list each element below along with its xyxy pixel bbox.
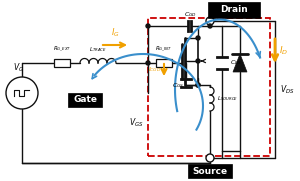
Text: $V_{GS}$: $V_{GS}$: [129, 117, 143, 129]
Circle shape: [206, 154, 214, 162]
Text: Source: Source: [192, 167, 228, 176]
Text: $C_{DS}$: $C_{DS}$: [230, 58, 242, 68]
Text: $I_G$: $I_G$: [111, 26, 119, 39]
Text: $V_{DS}$: $V_{DS}$: [280, 83, 295, 96]
Text: $I_D$: $I_D$: [279, 45, 288, 57]
Bar: [188, 164, 232, 178]
Bar: [54, 59, 70, 67]
Text: $R_{G\_INT}$: $R_{G\_INT}$: [155, 44, 173, 53]
Text: Gate: Gate: [73, 96, 97, 104]
Bar: [68, 93, 102, 107]
Circle shape: [206, 17, 214, 25]
Text: $L_{TRACE}$: $L_{TRACE}$: [89, 45, 107, 54]
Bar: [156, 59, 172, 67]
Bar: [208, 2, 260, 18]
Text: $C_{GD}$: $C_{GD}$: [184, 10, 197, 19]
Circle shape: [196, 83, 200, 87]
Text: $C_{GS}$: $C_{GS}$: [172, 81, 184, 90]
Polygon shape: [233, 54, 247, 72]
Circle shape: [146, 61, 150, 65]
Circle shape: [208, 24, 212, 28]
Text: $L_{SOURCE}$: $L_{SOURCE}$: [217, 94, 238, 104]
Circle shape: [196, 59, 200, 63]
Text: $R_{G\_EXT}$: $R_{G\_EXT}$: [53, 44, 71, 53]
Circle shape: [196, 83, 200, 87]
Circle shape: [146, 24, 150, 28]
Text: $V_G$: $V_G$: [14, 62, 25, 74]
Circle shape: [196, 36, 200, 40]
Circle shape: [6, 77, 38, 109]
Text: $I_{CGD}$: $I_{CGD}$: [148, 66, 161, 74]
Text: Drain: Drain: [220, 5, 248, 14]
Bar: [148, 18, 270, 156]
